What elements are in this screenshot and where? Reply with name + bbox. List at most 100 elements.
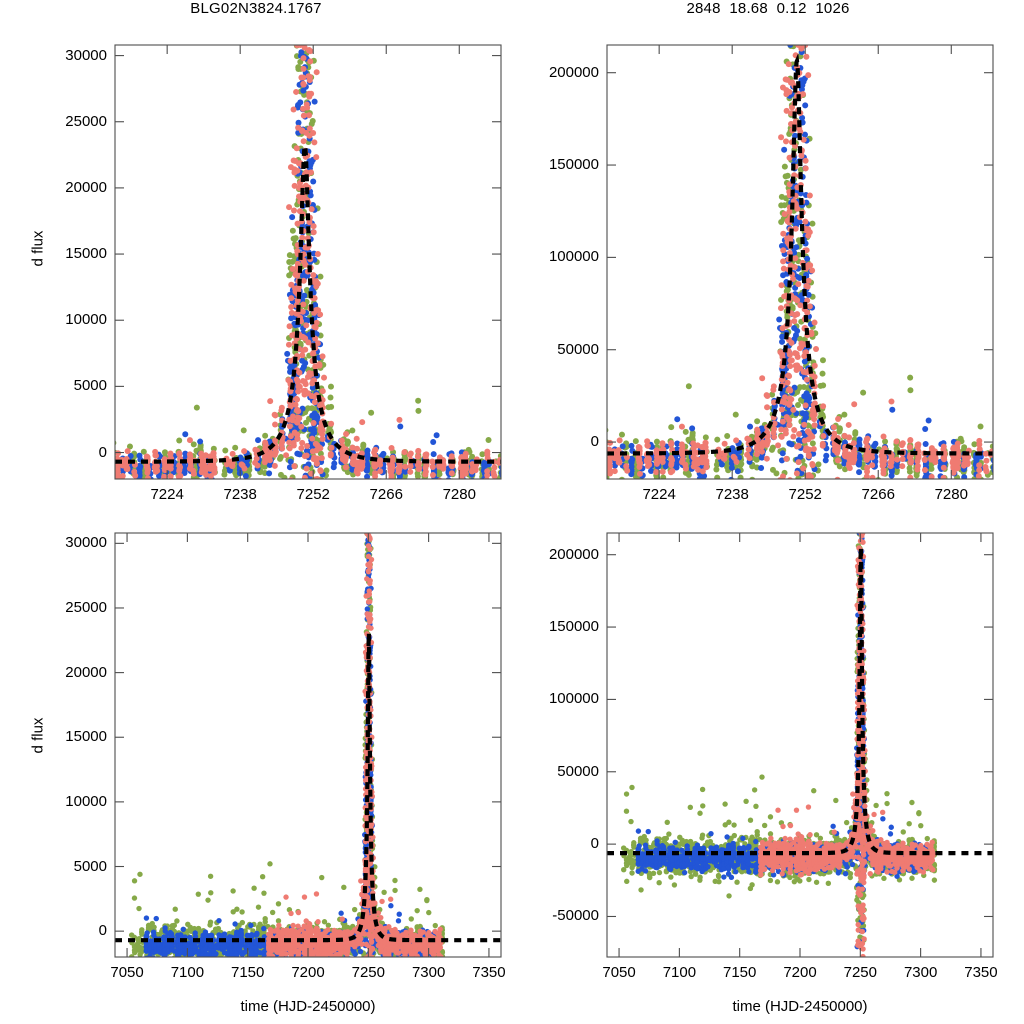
data-point-red-band	[796, 431, 803, 437]
data-point-blue-band	[294, 450, 301, 457]
data-point-red-band	[976, 462, 983, 469]
data-point-green-band	[321, 919, 328, 925]
data-point-red-band	[291, 463, 298, 470]
data-point-blue-band	[108, 468, 114, 474]
data-point-red-band	[811, 411, 818, 418]
data-point-blue-band	[397, 423, 404, 430]
data-point-green-band	[685, 383, 692, 390]
data-point-green-band	[159, 958, 164, 963]
data-point-green-band	[714, 474, 721, 479]
data-point-red-band	[161, 467, 168, 474]
data-point-red-band	[295, 408, 302, 415]
data-point-red-band	[623, 454, 630, 461]
data-point-red-band	[791, 318, 798, 325]
data-point-blue-band	[785, 409, 792, 416]
data-point-blue-band	[701, 472, 708, 479]
data-point-red-band	[262, 455, 269, 462]
data-point-red-band	[653, 469, 660, 476]
data-point-red-band	[845, 421, 852, 428]
data-point-blue-band	[430, 451, 437, 458]
data-point-green-band	[267, 861, 273, 867]
data-point-green-band	[111, 489, 117, 495]
data-point-red-band	[851, 450, 858, 457]
data-point-red-band	[342, 458, 349, 465]
data-point-red-band	[754, 435, 761, 442]
data-point-red-band	[863, 438, 870, 445]
data-point-red-band	[278, 407, 285, 414]
data-point-green-band	[207, 919, 214, 925]
data-point-red-band	[995, 454, 1001, 460]
data-point-green-band	[303, 287, 310, 294]
y-tick-label: 0	[590, 433, 599, 451]
data-point-red-band	[976, 437, 983, 444]
data-point-blue-band	[306, 29, 312, 35]
data-point-red-band	[795, 281, 802, 288]
data-point-red-band	[690, 440, 697, 447]
data-point-blue-band	[304, 29, 310, 35]
data-point-red-band	[293, 88, 300, 95]
data-point-red-band	[161, 473, 168, 479]
data-point-green-band	[172, 906, 178, 912]
data-point-red-band	[287, 433, 294, 440]
data-point-blue-band	[925, 417, 932, 424]
data-point-red-band	[744, 435, 751, 442]
data-point-blue-band	[205, 479, 211, 485]
data-point-blue-band	[787, 35, 793, 41]
data-point-blue-band	[894, 462, 901, 469]
data-point-red-band	[888, 398, 895, 405]
data-point-red-band	[914, 444, 921, 451]
data-point-red-band	[311, 139, 318, 146]
data-point-red-band	[177, 472, 184, 479]
data-point-green-band	[852, 431, 859, 438]
data-point-red-band	[115, 472, 121, 479]
data-point-red-band	[864, 464, 871, 471]
data-point-red-band	[851, 401, 858, 408]
y-tick-label: 50000	[557, 340, 599, 358]
data-point-red-band	[300, 31, 306, 37]
data-point-green-band	[314, 958, 319, 963]
x-tick-label: 7280	[442, 486, 476, 503]
data-point-red-band	[187, 453, 194, 460]
data-point-red-band	[804, 473, 811, 479]
data-point-red-band	[778, 433, 785, 440]
data-point-red-band	[252, 446, 259, 453]
data-point-red-band	[314, 340, 321, 347]
data-point-blue-band	[255, 437, 262, 444]
data-point-red-band	[808, 479, 814, 485]
data-point-green-band	[381, 889, 387, 896]
data-point-red-band	[834, 449, 841, 456]
data-point-red-band	[654, 449, 661, 456]
data-point-red-band	[503, 471, 509, 477]
data-point-red-band	[312, 363, 319, 370]
data-point-red-band	[803, 349, 810, 356]
data-point-red-band	[167, 465, 174, 472]
data-point-green-band	[193, 404, 200, 411]
data-point-blue-band	[776, 316, 783, 323]
data-point-red-band	[203, 471, 210, 478]
data-point-green-band	[368, 409, 375, 416]
data-point-blue-band	[991, 466, 993, 472]
data-point-green-band	[239, 909, 245, 915]
data-point-red-band	[305, 339, 312, 346]
data-point-green-band	[486, 480, 492, 486]
data-point-blue-band	[379, 452, 386, 459]
data-point-red-band	[850, 440, 857, 447]
data-point-red-band	[319, 388, 326, 395]
data-point-green-band	[784, 286, 791, 293]
data-point-red-band	[758, 448, 765, 455]
data-point-blue-band	[922, 441, 929, 448]
data-point-blue-band	[792, 132, 799, 139]
data-point-green-band	[796, 37, 802, 43]
data-point-red-band	[699, 468, 706, 475]
data-point-green-band	[815, 461, 822, 468]
data-point-red-band	[702, 439, 709, 446]
data-point-red-band	[292, 157, 299, 164]
data-point-red-band	[791, 427, 798, 433]
data-point-green-band	[315, 958, 320, 963]
data-point-blue-band	[242, 472, 249, 479]
data-point-red-band	[800, 136, 807, 143]
axes-frame-top-left	[114, 44, 502, 480]
data-point-green-band	[310, 958, 315, 963]
data-point-red-band	[167, 473, 174, 479]
data-point-red-band	[733, 437, 740, 444]
